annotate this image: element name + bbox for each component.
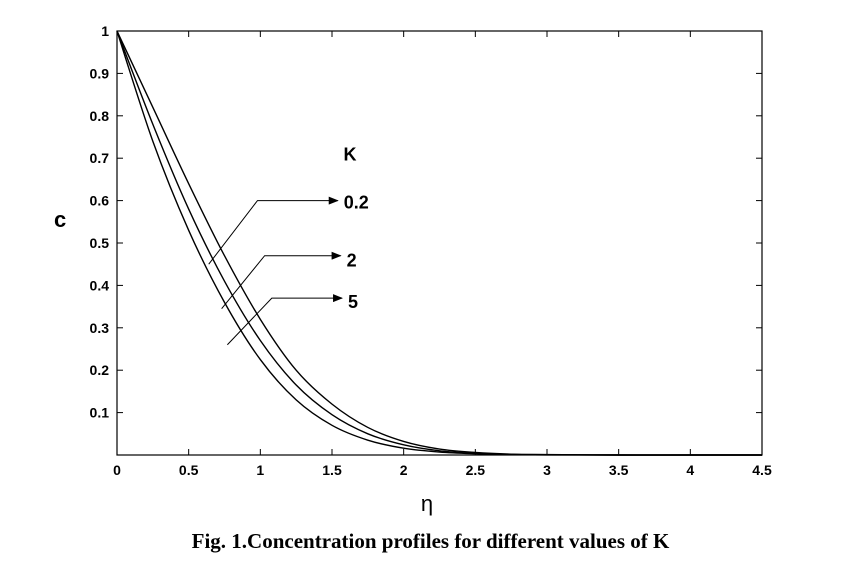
x-tick-label: 1.5	[322, 462, 342, 478]
y-tick-label: 0.1	[90, 405, 110, 421]
x-tick-label: 1	[256, 462, 264, 478]
x-tick-label: 0.5	[179, 462, 199, 478]
y-tick-label: 0.8	[90, 108, 110, 124]
plot-frame	[116, 30, 763, 456]
axis-tick-labels: 0 0.5 1 1.5 2 2.5 3 3.5 4 4.5 0.1 0.2 0.3 0.4 0.5 0.6 0.…	[90, 23, 772, 478]
parameter-label: K	[343, 144, 356, 164]
series-line-5	[116, 30, 762, 456]
x-tick-label: 0	[113, 462, 121, 478]
series-line-2	[116, 30, 762, 456]
y-axis-title: c	[54, 207, 66, 232]
leader-arrow	[208, 196, 339, 265]
figure-caption: Fig. 1.Concentration profiles for differ…	[191, 529, 670, 553]
y-tick-label: 0.9	[90, 65, 110, 81]
x-tick-label: 4.5	[752, 462, 772, 478]
leader-arrow	[227, 294, 344, 346]
series-label: 5	[348, 292, 358, 312]
series-label: 2	[347, 251, 357, 271]
y-tick-label: 0.2	[90, 362, 110, 378]
axis-ticks	[116, 30, 763, 455]
series-lines	[116, 30, 762, 456]
x-tick-label: 3	[543, 462, 551, 478]
x-tick-label: 3.5	[609, 462, 629, 478]
series-line-0-2	[116, 30, 762, 456]
y-tick-label: 0.4	[90, 277, 110, 293]
y-tick-label: 0.7	[90, 150, 110, 166]
x-axis-title: η	[421, 491, 433, 516]
y-tick-label: 0.6	[90, 193, 110, 209]
leader-arrow	[221, 251, 342, 310]
x-tick-label: 4	[686, 462, 694, 478]
x-tick-label: 2.5	[466, 462, 486, 478]
series-label: 0.2	[344, 193, 369, 213]
y-tick-label: 1	[101, 23, 109, 39]
x-tick-label: 2	[400, 462, 408, 478]
y-tick-label: 0.5	[90, 235, 110, 251]
y-tick-label: 0.3	[90, 320, 110, 336]
series-annotations: 0.2 2 5	[208, 193, 369, 346]
